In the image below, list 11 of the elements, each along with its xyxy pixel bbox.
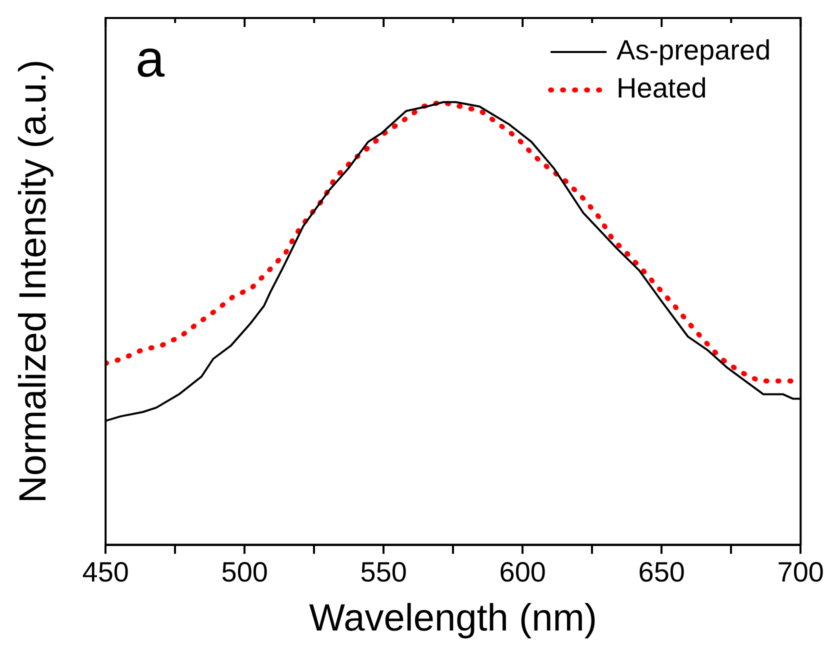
- legend-label: Heated: [616, 72, 707, 104]
- x-tick-label: 700: [777, 556, 824, 588]
- x-tick-label: 500: [221, 556, 268, 588]
- x-tick-label: 600: [499, 556, 546, 588]
- x-tick-label: 650: [638, 556, 685, 588]
- legend-label: As-prepared: [616, 34, 771, 66]
- x-tick-label: 450: [82, 556, 129, 588]
- x-tick-label: 550: [360, 556, 407, 588]
- text: a: [136, 30, 165, 88]
- x-axis-title: Wavelength (nm): [309, 598, 598, 640]
- y-axis-title: Normalized Intensity (a.u.): [12, 60, 54, 504]
